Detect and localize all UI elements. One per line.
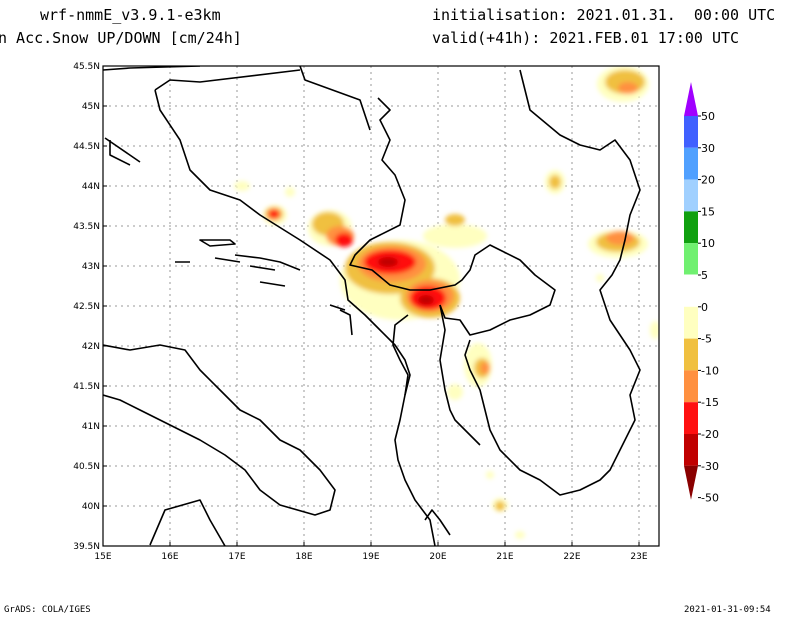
colorbar-label: -15 <box>701 396 719 409</box>
initialisation-time: initialisation: 2021.01.31. 00:00 UTC <box>432 6 776 24</box>
valid-time: valid(+41h): 2021.FEB.01 17:00 UTC <box>432 29 740 47</box>
colorbar-label: 5 <box>701 269 708 282</box>
colorbar-label: -50 <box>701 492 719 505</box>
lat-label: 45.5N <box>73 62 100 72</box>
lon-label: 21E <box>496 552 513 562</box>
colorbar-label: 20 <box>701 174 715 187</box>
borders-and-coastlines <box>103 66 641 546</box>
lon-label: 20E <box>429 552 446 562</box>
lon-label: 18E <box>295 552 312 562</box>
lon-label: 17E <box>228 552 245 562</box>
colorbar-segment <box>684 211 698 244</box>
colorbar-label: -20 <box>701 428 719 441</box>
colorbar-label: -30 <box>701 460 719 473</box>
lat-label: 42N <box>82 342 100 352</box>
colorbar-segment <box>684 243 698 275</box>
variable-title: n Acc.Snow UP/DOWN [cm/24h] <box>0 29 242 47</box>
lat-label: 40N <box>82 502 100 512</box>
lat-label: 41N <box>82 422 100 432</box>
colorbar-segment <box>684 434 698 466</box>
colorbar-segment <box>683 274 699 308</box>
colorbar-label: 50 <box>701 110 715 123</box>
colorbar-segment <box>684 179 698 212</box>
lat-label: 39.5N <box>73 542 100 552</box>
lat-label: 43.5N <box>73 222 100 232</box>
colorbar-segment <box>684 147 698 180</box>
colorbar-segment <box>684 370 698 403</box>
colorbar-bottom-arrow <box>684 465 698 500</box>
colorbar-label: -5 <box>701 333 712 346</box>
lat-label: 42.5N <box>73 302 100 312</box>
lat-label: 44.5N <box>73 142 100 152</box>
longitude-labels: 15E 16E 17E 18E 19E 20E 21E 22E 23E <box>94 542 648 562</box>
colorbar-segment <box>684 402 698 434</box>
lat-label: 44N <box>82 182 100 192</box>
colorbar-top-arrow <box>684 82 698 116</box>
latitude-labels: 45.5N 45N 44.5N 44N 43.5N 43N 42.5N 42N 41.5N 41N… <box>73 62 107 552</box>
lon-label: 16E <box>161 552 178 562</box>
lat-label: 43N <box>82 262 100 272</box>
model-title: wrf-nmmE_v3.9.1-e3km <box>40 6 221 24</box>
colorbar-label: 15 <box>701 205 715 218</box>
colorbar-segment <box>684 306 698 339</box>
colorbar-label: 10 <box>701 237 715 250</box>
snow-field <box>234 66 659 539</box>
lat-label: 41.5N <box>73 382 100 392</box>
colorbar-segment <box>684 338 698 371</box>
colorbar-segment <box>684 116 698 148</box>
lon-label: 22E <box>563 552 580 562</box>
lat-label: 40.5N <box>73 462 100 472</box>
generation-timestamp: 2021-01-31-09:54 <box>684 605 771 615</box>
colorbar-label: 30 <box>701 142 715 155</box>
lon-label: 23E <box>630 552 647 562</box>
lat-label: 45N <box>82 102 100 112</box>
colorbar-label: -10 <box>701 364 719 377</box>
lon-label: 15E <box>94 552 111 562</box>
colorbar-label: 0 <box>701 301 708 314</box>
grads-credit: GrADS: COLA/IGES <box>4 605 91 615</box>
lon-label: 19E <box>362 552 379 562</box>
